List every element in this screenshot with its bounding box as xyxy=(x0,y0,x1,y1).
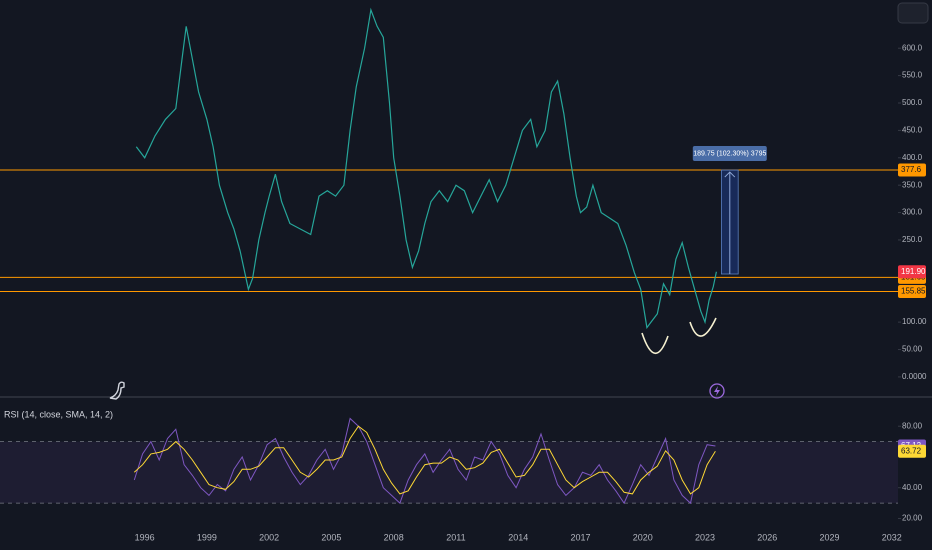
drawing-curve xyxy=(641,332,669,355)
y-tick-label: 400.0 xyxy=(902,153,923,162)
logo-icon xyxy=(109,381,125,400)
series-line xyxy=(133,425,716,495)
price-tag xyxy=(898,285,926,299)
y-tick-label: 80.00 xyxy=(902,421,923,430)
price-tag xyxy=(898,265,926,279)
y-tick-label: 500.0 xyxy=(902,98,923,107)
x-tick-label: 1996 xyxy=(135,532,155,542)
pane-title: RSI (14, close, SMA, 14, 2) xyxy=(4,409,113,419)
series-line xyxy=(135,7,717,330)
price-axis xyxy=(898,0,932,395)
x-tick-label: 2008 xyxy=(384,532,404,542)
event-icon[interactable] xyxy=(709,383,725,399)
x-tick-label: 2002 xyxy=(259,532,279,542)
price-tag xyxy=(898,163,926,177)
measure-arrowhead xyxy=(724,171,736,178)
settings-button[interactable] xyxy=(897,2,929,24)
x-tick-label: 2032 xyxy=(882,532,902,542)
x-tick-label: 2020 xyxy=(633,532,653,542)
x-tick-label: 2014 xyxy=(508,532,528,542)
y-tick-label: 450.0 xyxy=(902,125,923,134)
price-tag xyxy=(898,444,926,458)
x-tick-label: 2029 xyxy=(819,532,839,542)
y-tick-label: 40.00 xyxy=(902,483,923,492)
x-tick-label: 1999 xyxy=(197,532,217,542)
measure-label: 189.75 (102.30%) 3795 xyxy=(693,150,766,157)
y-tick-label: 20.00 xyxy=(902,514,923,523)
y-tick-label: 250.0 xyxy=(902,235,923,244)
y-tick-label: 100.00 xyxy=(902,317,927,326)
price-tag-label: 63.72 xyxy=(901,446,922,455)
y-tick-label: 0.0000 xyxy=(902,372,927,381)
x-tick-label: 2026 xyxy=(757,532,777,542)
y-tick-label: 600.0 xyxy=(902,43,923,52)
price-tag-label: 191.90 xyxy=(901,267,926,276)
drawing-curve xyxy=(689,317,717,337)
price-tag-label: 377.6 xyxy=(901,165,922,174)
x-tick-label: 2023 xyxy=(695,532,715,542)
price-tag-label: 155.85 xyxy=(901,287,926,296)
y-tick-label: 550.0 xyxy=(902,71,923,80)
band-fill xyxy=(0,441,898,504)
series-line xyxy=(133,417,716,505)
x-tick-label: 2017 xyxy=(570,532,590,542)
y-tick-label: 300.0 xyxy=(902,208,923,217)
y-tick-label: 350.0 xyxy=(902,180,923,189)
measure-label-bg xyxy=(692,146,767,162)
price-axis xyxy=(898,399,932,530)
x-tick-label: 2011 xyxy=(446,532,465,542)
y-tick-label: 50.00 xyxy=(902,345,923,354)
x-tick-label: 2005 xyxy=(321,532,341,542)
